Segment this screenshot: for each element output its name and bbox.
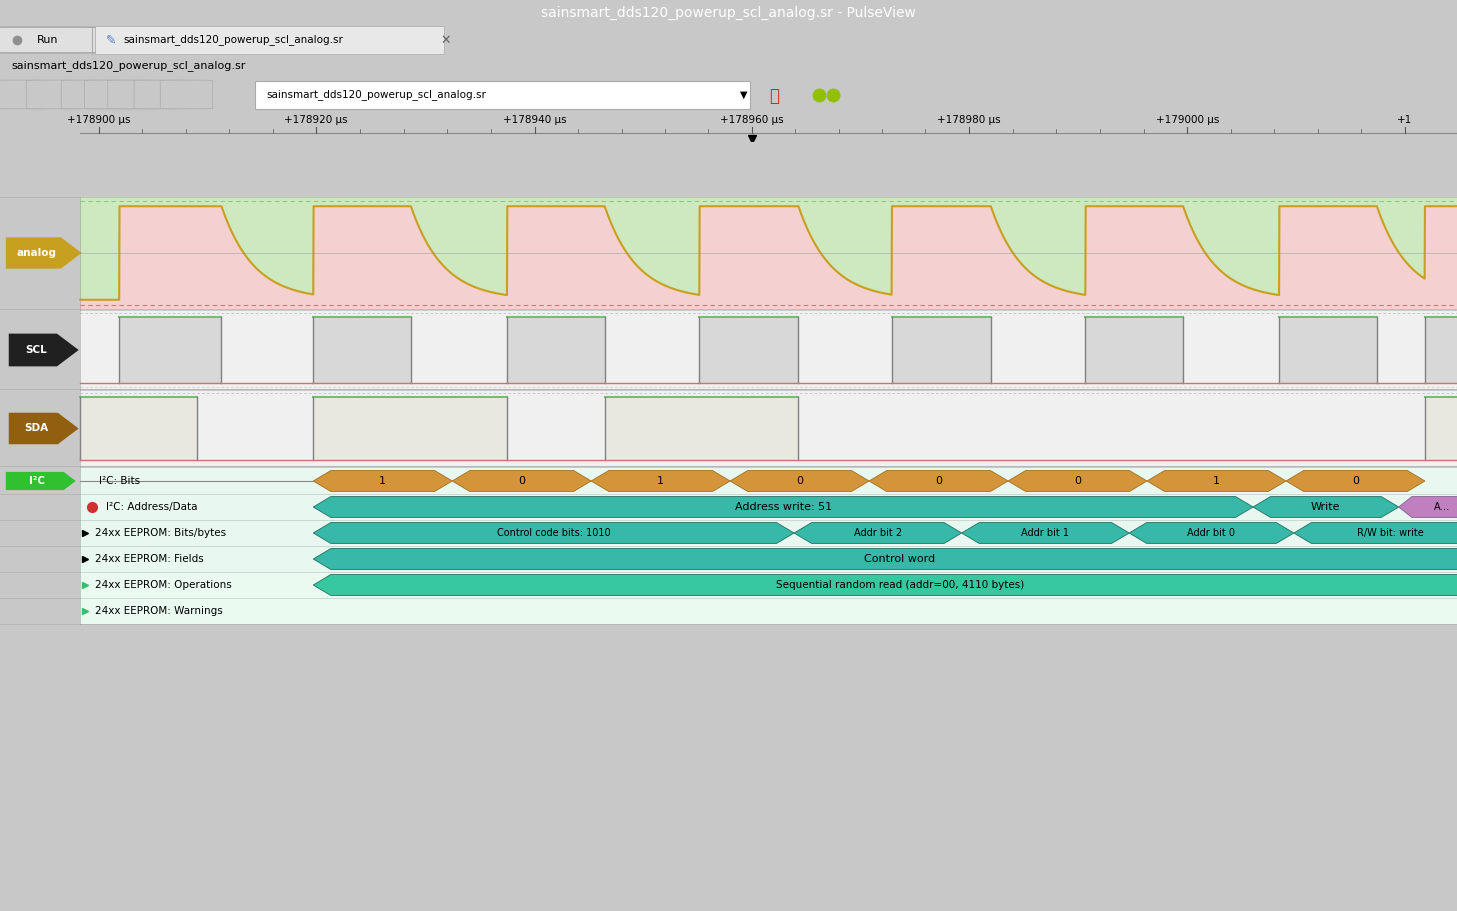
Text: Control word: Control word: [864, 554, 935, 564]
FancyBboxPatch shape: [605, 397, 798, 460]
FancyBboxPatch shape: [134, 80, 186, 108]
Text: 0: 0: [935, 476, 943, 486]
Text: sainsmart_dds120_powerup_scl_analog.sr: sainsmart_dds120_powerup_scl_analog.sr: [124, 35, 344, 46]
Text: SCL: SCL: [26, 345, 47, 355]
Polygon shape: [6, 472, 76, 490]
FancyBboxPatch shape: [80, 598, 1457, 624]
Polygon shape: [313, 471, 452, 491]
FancyBboxPatch shape: [26, 80, 79, 108]
FancyBboxPatch shape: [313, 317, 411, 383]
Text: +1: +1: [1397, 116, 1412, 126]
Text: I²C: Address/Data: I²C: Address/Data: [106, 502, 198, 512]
FancyBboxPatch shape: [80, 391, 1457, 466]
FancyBboxPatch shape: [119, 317, 221, 383]
Text: SDA: SDA: [25, 424, 50, 434]
FancyBboxPatch shape: [85, 80, 137, 108]
Text: ✎: ✎: [106, 34, 117, 46]
Polygon shape: [452, 471, 592, 491]
Polygon shape: [313, 496, 1253, 517]
Text: R/W bit: write: R/W bit: write: [1356, 528, 1423, 538]
FancyBboxPatch shape: [80, 197, 1457, 309]
Text: 0: 0: [1074, 476, 1081, 486]
FancyBboxPatch shape: [80, 468, 1457, 494]
Polygon shape: [794, 523, 962, 543]
Text: I²C: I²C: [29, 476, 45, 486]
Text: +178920 μs: +178920 μs: [284, 116, 348, 126]
Text: ▼: ▼: [740, 89, 747, 99]
FancyBboxPatch shape: [80, 494, 1457, 520]
Text: 1: 1: [1214, 476, 1220, 486]
Text: A…: A…: [1434, 502, 1451, 512]
FancyBboxPatch shape: [80, 546, 1457, 572]
Text: 24xx EEPROM: Fields: 24xx EEPROM: Fields: [95, 554, 204, 564]
Text: sainsmart_dds120_powerup_scl_analog.sr: sainsmart_dds120_powerup_scl_analog.sr: [12, 60, 246, 71]
Polygon shape: [9, 333, 79, 366]
Text: +179000 μs: +179000 μs: [1155, 116, 1220, 126]
FancyBboxPatch shape: [61, 80, 114, 108]
Polygon shape: [730, 471, 868, 491]
Text: +178940 μs: +178940 μs: [503, 116, 567, 126]
FancyBboxPatch shape: [892, 317, 991, 383]
FancyBboxPatch shape: [0, 0, 1457, 197]
Polygon shape: [1399, 496, 1457, 517]
FancyBboxPatch shape: [1085, 317, 1183, 383]
Polygon shape: [313, 523, 794, 543]
Text: Addr bit 1: Addr bit 1: [1021, 528, 1069, 538]
Polygon shape: [313, 575, 1457, 596]
Polygon shape: [1147, 471, 1287, 491]
FancyBboxPatch shape: [108, 80, 160, 108]
FancyBboxPatch shape: [1279, 317, 1377, 383]
Text: 24xx EEPROM: Bits/bytes: 24xx EEPROM: Bits/bytes: [95, 528, 226, 538]
Text: Write: Write: [1311, 502, 1340, 512]
Polygon shape: [1287, 471, 1425, 491]
Polygon shape: [868, 471, 1008, 491]
FancyBboxPatch shape: [95, 26, 444, 54]
Text: Addr bit 2: Addr bit 2: [854, 528, 902, 538]
Polygon shape: [6, 238, 82, 269]
Text: 1: 1: [379, 476, 386, 486]
Text: Run: Run: [36, 35, 58, 45]
FancyBboxPatch shape: [1425, 317, 1457, 383]
Text: sainsmart_dds120_powerup_scl_analog.sr - PulseView: sainsmart_dds120_powerup_scl_analog.sr -…: [541, 5, 916, 19]
Text: ✕: ✕: [440, 34, 450, 46]
Text: +178980 μs: +178980 μs: [937, 116, 1001, 126]
Text: Address write: 51: Address write: 51: [734, 502, 832, 512]
Text: 🖊: 🖊: [769, 87, 779, 106]
Text: analog: analog: [17, 248, 57, 258]
Text: Control code bits: 1010: Control code bits: 1010: [497, 528, 610, 538]
FancyBboxPatch shape: [80, 311, 1457, 389]
Text: +178960 μs: +178960 μs: [720, 116, 784, 126]
Polygon shape: [1129, 523, 1294, 543]
FancyBboxPatch shape: [1425, 397, 1457, 460]
Text: 0: 0: [1352, 476, 1359, 486]
FancyBboxPatch shape: [0, 27, 96, 53]
Polygon shape: [1008, 471, 1147, 491]
Text: I²C: Bits: I²C: Bits: [99, 476, 140, 486]
FancyBboxPatch shape: [699, 317, 798, 383]
FancyBboxPatch shape: [160, 80, 213, 108]
FancyBboxPatch shape: [255, 80, 750, 108]
FancyBboxPatch shape: [313, 397, 507, 460]
Text: +178900 μs: +178900 μs: [67, 116, 131, 126]
Polygon shape: [313, 548, 1457, 569]
Text: Sequential random read (addr=00, 4110 bytes): Sequential random read (addr=00, 4110 by…: [775, 580, 1024, 590]
Text: 24xx EEPROM: Operations: 24xx EEPROM: Operations: [95, 580, 232, 590]
Polygon shape: [9, 413, 79, 445]
Text: sainsmart_dds120_powerup_scl_analog.sr: sainsmart_dds120_powerup_scl_analog.sr: [267, 89, 487, 100]
Polygon shape: [1294, 523, 1457, 543]
FancyBboxPatch shape: [80, 397, 197, 460]
FancyBboxPatch shape: [0, 80, 45, 108]
Polygon shape: [592, 471, 730, 491]
Text: 24xx EEPROM: Warnings: 24xx EEPROM: Warnings: [95, 606, 223, 616]
FancyBboxPatch shape: [80, 572, 1457, 598]
Text: 1: 1: [657, 476, 664, 486]
Polygon shape: [962, 523, 1129, 543]
FancyBboxPatch shape: [507, 317, 605, 383]
FancyBboxPatch shape: [80, 520, 1457, 546]
Polygon shape: [1253, 496, 1399, 517]
Text: 0: 0: [796, 476, 803, 486]
Text: 0: 0: [519, 476, 525, 486]
Text: Addr bit 0: Addr bit 0: [1187, 528, 1236, 538]
